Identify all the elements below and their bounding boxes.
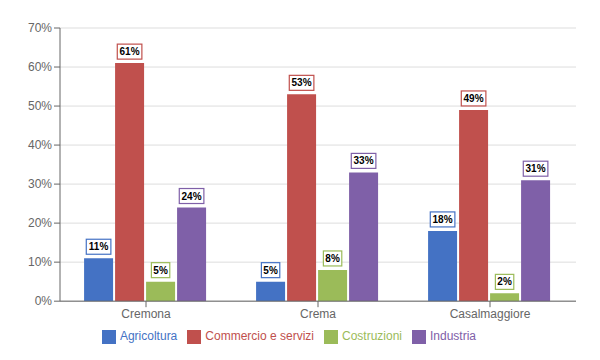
svg-text:30%: 30% [28,177,52,191]
svg-text:61%: 61% [120,46,140,57]
html-text:Commercio e servizi: Commercio e servizi [205,329,314,344]
svg-text:50%: 50% [28,99,52,113]
svg-text:Cremona: Cremona [121,307,171,321]
svg-text:8%: 8% [325,253,340,264]
html-text:Costruzioni: Costruzioni [342,329,402,344]
svg-text:10%: 10% [28,255,52,269]
svg-text:31%: 31% [526,163,546,174]
svg-text:2%: 2% [497,276,512,287]
svg-text:5%: 5% [153,265,168,276]
svg-text:0%: 0% [35,294,53,308]
svg-text:40%: 40% [28,138,52,152]
svg-text:33%: 33% [354,155,374,166]
svg-text:24%: 24% [182,191,202,202]
svg-text:Crema: Crema [300,307,336,321]
svg-text:20%: 20% [28,216,52,230]
svg-text:60%: 60% [28,60,52,74]
svg-text:11%: 11% [89,241,109,252]
svg-text:70%: 70% [28,21,52,35]
svg-text:5%: 5% [263,265,278,276]
html-text:Agricoltura: Agricoltura [119,329,178,344]
svg-text:53%: 53% [292,77,312,88]
svg-text:49%: 49% [464,93,484,104]
svg-text:18%: 18% [433,214,453,225]
html-text:Industria: Industria [430,329,476,344]
svg-text:Casalmaggiore: Casalmaggiore [450,307,531,321]
